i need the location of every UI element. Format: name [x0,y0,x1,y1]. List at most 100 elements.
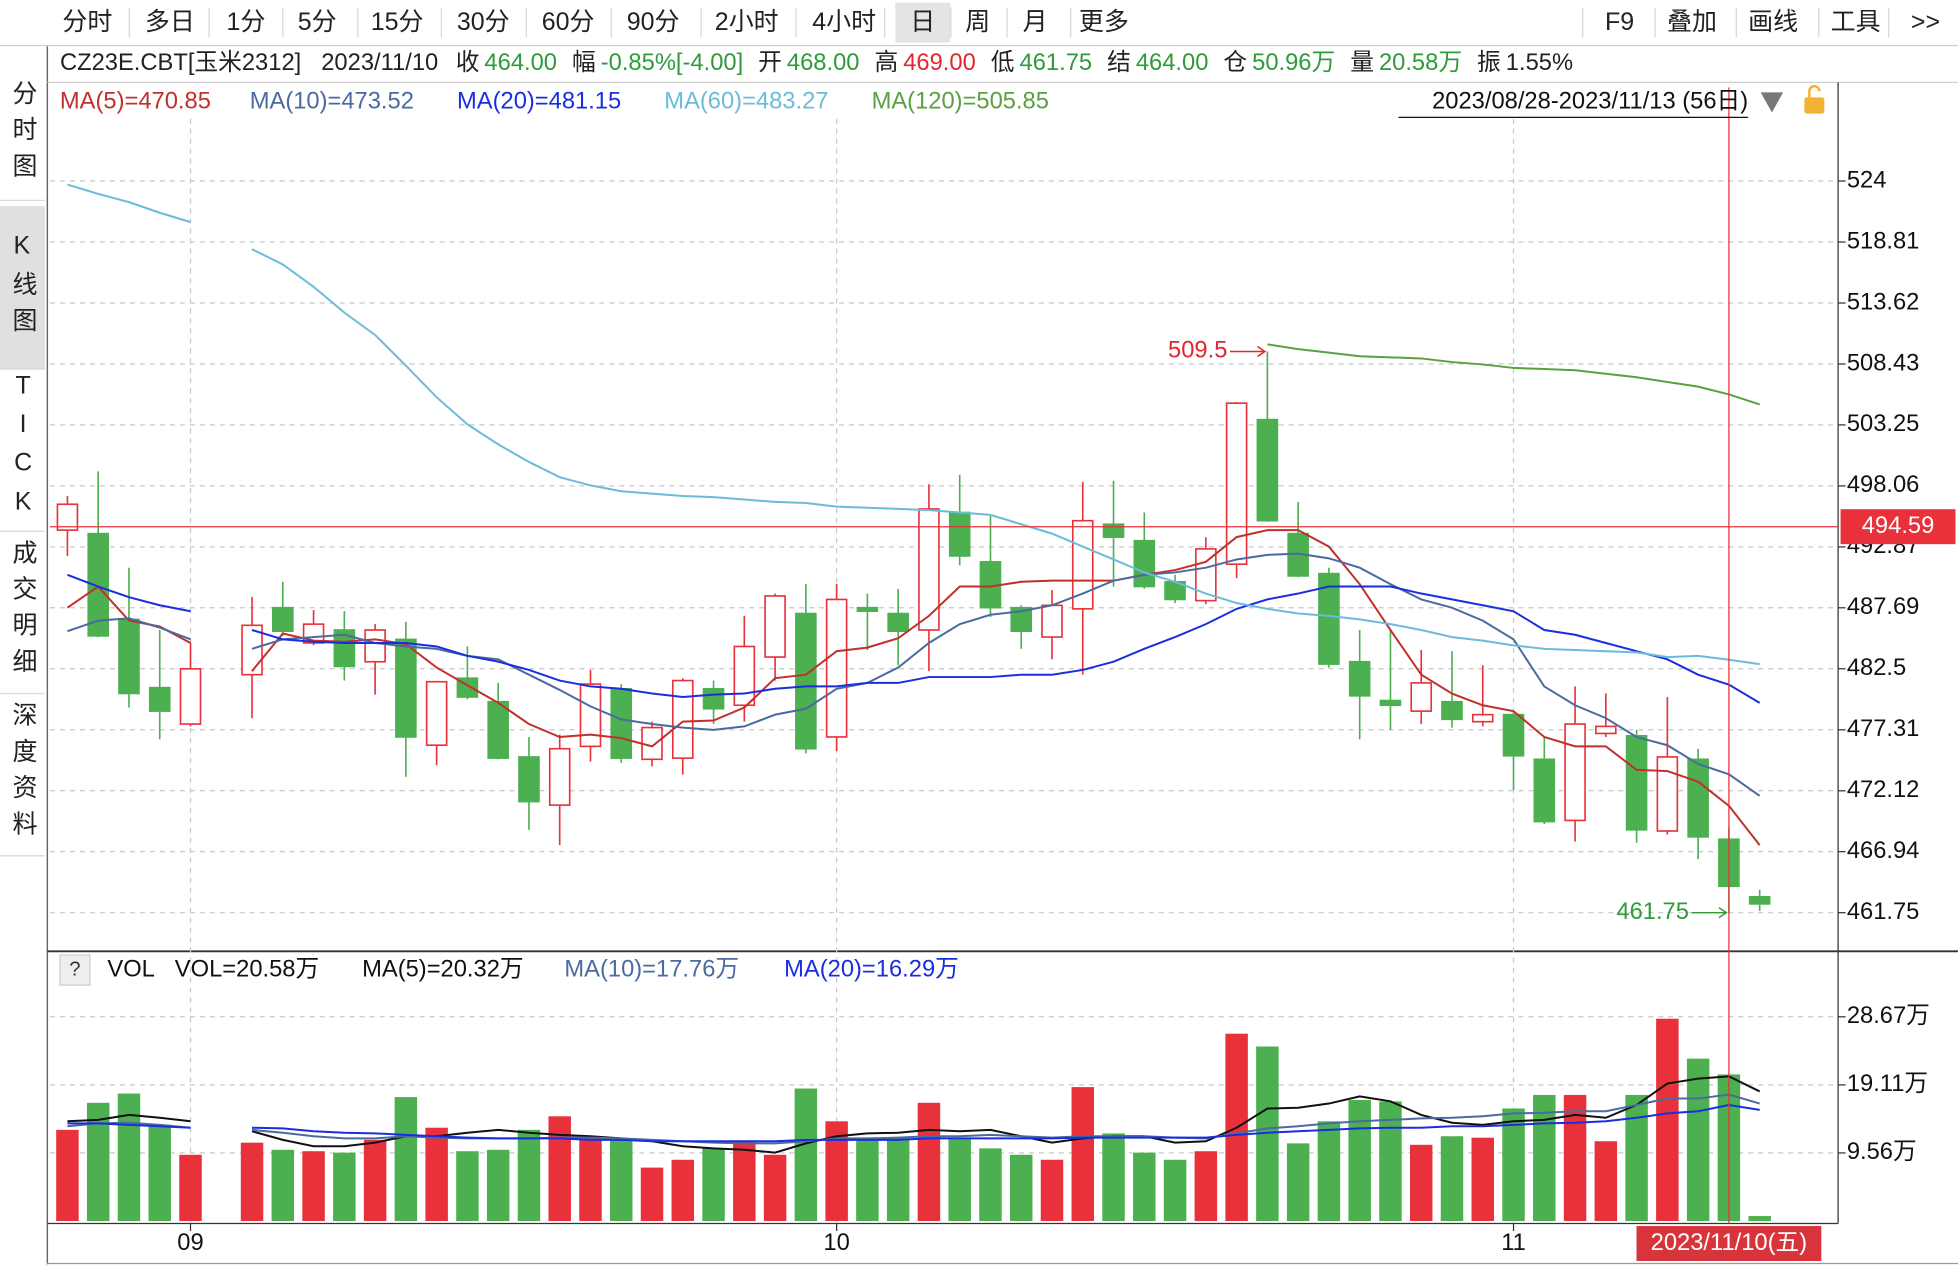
period-tab[interactable]: 30分 [456,8,510,37]
candle-body [1410,682,1433,712]
side-tab[interactable]: K线图 [0,206,45,370]
lock-shackle [1808,84,1821,98]
volume-bar [1348,1099,1371,1222]
field-label: 振 [1477,49,1501,77]
candle-body [1718,838,1740,888]
y-tick-label: 461.75 [1847,899,1920,925]
y-tick-label: 472.12 [1847,777,1920,803]
candle-body [856,606,879,613]
y-tick-label: 503.25 [1847,411,1920,437]
legend-entry: MA(5)=470.85 [60,89,211,115]
crosshair-price-box [1840,509,1956,545]
candle-body [241,624,263,676]
max-label: 509.5 [1168,338,1227,364]
separator [1818,7,1820,38]
candle-body [1625,734,1648,831]
period-tab[interactable]: 日 [910,8,936,37]
tool-button[interactable]: >> [1910,8,1941,37]
min-label: 461.75 [1616,899,1689,925]
side-tab[interactable]: 分时图 [0,69,45,202]
legend-entry: MA(20)=481.15 [457,89,621,115]
candle-body [118,618,140,695]
help-label: ? [69,958,80,980]
candle-body [518,756,540,803]
y-tick-label: 477.31 [1847,716,1920,742]
candle-body [1687,758,1709,838]
volume-bar [579,1138,602,1222]
volume-bar [1317,1121,1341,1222]
period-tab[interactable]: 5分 [297,8,337,37]
y-tick-label: 28.67万 [1847,1003,1930,1029]
max-arrowhead [1256,345,1267,358]
volume-bar [117,1093,141,1222]
side-tab[interactable]: 深度资料 [0,693,45,857]
symbol: CZ23E.CBT[玉米2312] [59,49,302,77]
candle-body [1564,723,1586,822]
separator [525,7,527,38]
candle-body [487,700,509,759]
range-label: 2023/08/28-2023/11/13 (56日) [1432,89,1748,115]
volume-bar [1409,1144,1433,1222]
volume-bar [1686,1058,1710,1222]
volume-bar [1748,1216,1771,1222]
tool-button[interactable]: F9 [1604,8,1635,37]
separator [795,7,797,38]
ma-line [1267,343,1760,406]
field-value: 1.55% [1505,49,1574,77]
candle-body [671,679,694,759]
volume-bar [517,1129,541,1222]
dropdown-icon [1760,92,1784,113]
period-tab[interactable]: 月 [1022,8,1048,37]
crosshair-price-label: 494.59 [1862,513,1935,539]
volume-bar [1594,1141,1618,1222]
candle-body [1441,700,1463,721]
candle-body [56,503,79,531]
legend-entry: MA(5)=20.32万 [362,956,524,982]
separator [1069,7,1071,38]
volume-bar [363,1139,387,1222]
candle-body [1287,532,1309,577]
period-tab[interactable]: 分时 [62,8,113,37]
candle-body [948,511,971,557]
candle-body [733,645,756,707]
volume-bar [1133,1152,1156,1222]
period-tab[interactable]: 更多 [1078,8,1129,37]
crosshair-date-box [1636,1226,1822,1261]
period-tab[interactable]: 60分 [541,8,595,37]
volume-bar [1379,1101,1402,1222]
volume-bar [1286,1143,1310,1222]
volume-bar [733,1141,756,1222]
period-tab[interactable]: 2小时 [714,8,779,37]
tool-button[interactable]: 工具 [1830,8,1881,37]
volume-bar [1256,1046,1279,1222]
side-tab[interactable]: TICK [0,368,45,532]
y-tick-label: 482.5 [1847,655,1906,681]
candle-body [764,595,786,658]
candle-body [610,687,633,759]
period-tab[interactable]: 15分 [370,8,424,37]
tool-button[interactable]: 叠加 [1667,8,1717,37]
period-tab[interactable]: 4小时 [812,8,877,37]
legend-entry: VOL=20.58万 [175,956,319,982]
candle-body [1225,402,1248,566]
tool-button[interactable]: 画线 [1748,8,1799,37]
separator [281,7,283,38]
separator [1006,7,1008,38]
separator [883,7,885,38]
period-tab[interactable]: 多日 [144,8,195,37]
volume-bar [240,1142,264,1222]
period-tab[interactable]: 周 [965,8,991,37]
candle-body [1471,713,1494,723]
separator [1888,7,1890,38]
field-label: 高 [874,49,899,77]
volume-bar [456,1151,479,1222]
x-tick-label: 09 [177,1230,203,1256]
period-tab[interactable]: 90分 [626,8,680,37]
side-tab[interactable]: 成交明细 [0,531,45,695]
candle-body [1102,523,1125,538]
candle-body [1656,756,1679,832]
volume-bar [1163,1159,1187,1222]
period-tab[interactable]: 1分 [226,8,266,37]
field-label: 开 [758,49,782,77]
